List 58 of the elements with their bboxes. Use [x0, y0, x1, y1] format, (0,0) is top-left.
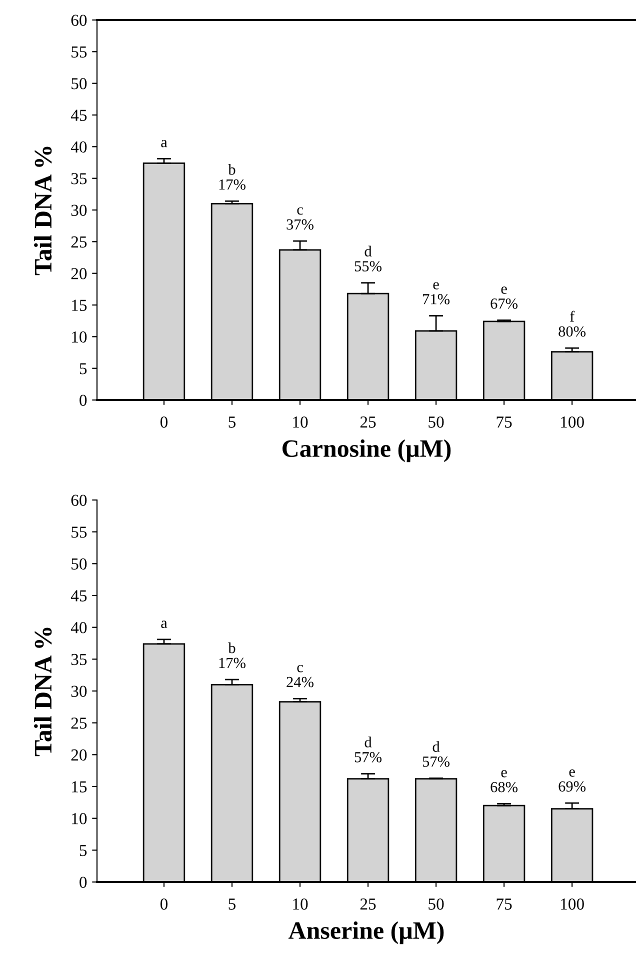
y-tick-label: 5 — [80, 845, 87, 856]
y-tick-label: 60 — [71, 494, 87, 506]
x-tick-label: 0 — [160, 898, 168, 910]
x-tick-label: 25 — [360, 416, 376, 428]
data-label: b 17% — [219, 164, 246, 190]
y-tick-label: 15 — [72, 300, 87, 311]
x-tick-label: 5 — [228, 898, 236, 910]
y-tick-label: 40 — [70, 622, 87, 634]
y-tick-label: 10 — [72, 331, 87, 343]
data-label: c 37% — [286, 207, 314, 230]
x-tick-label: 100 — [561, 416, 584, 428]
x-tick-label: 5 — [228, 416, 236, 428]
y-tick-label: 25 — [71, 718, 87, 729]
data-label: d 57% — [422, 741, 450, 767]
y-tick-label: 0 — [80, 394, 87, 406]
y-tick-label: 20 — [71, 749, 87, 761]
data-label: a — [161, 140, 168, 148]
x-tick-label: 10 — [293, 416, 308, 428]
data-label: a — [161, 620, 168, 628]
x-tick-label: 50 — [428, 898, 444, 910]
x-tick-label: 100 — [561, 898, 584, 910]
y-tick-label: 15 — [72, 781, 87, 792]
y-tick-label: 35 — [71, 654, 87, 666]
x-tick-label: 50 — [428, 416, 444, 428]
y-tick-label: 50 — [72, 558, 87, 570]
data-label: e 69% — [558, 769, 586, 792]
data-label: e 68% — [490, 770, 518, 792]
y-tick-label: 30 — [71, 204, 87, 216]
y-tick-label: 10 — [72, 813, 87, 824]
data-label: d 57% — [354, 736, 382, 762]
x-tick-label: 75 — [496, 416, 512, 428]
y-tick-label: 0 — [80, 876, 87, 888]
y-tick-label: 5 — [80, 363, 87, 374]
data-label: d 55% — [354, 246, 382, 272]
data-label: f 80% — [558, 310, 586, 337]
data-label: c 24% — [286, 664, 314, 688]
y-tick-label: 25 — [71, 236, 87, 248]
y-tick-label: 55 — [72, 46, 87, 58]
x-tick-label: 75 — [496, 898, 512, 910]
y-tick-label: 35 — [71, 173, 87, 184]
y-tick-label: 55 — [72, 526, 87, 538]
y-tick-label: 60 — [71, 14, 87, 26]
x-axis-title: Anserine (μM) — [288, 921, 444, 944]
x-tick-label: 0 — [160, 416, 168, 428]
y-tick-label: 20 — [71, 268, 87, 280]
y-axis-title: Tail DNA % — [34, 146, 52, 276]
y-tick-label: 30 — [71, 686, 87, 697]
y-tick-label: 40 — [70, 141, 87, 153]
x-tick-label: 25 — [360, 898, 376, 910]
y-axis-title: Tail DNA % — [34, 628, 52, 756]
x-tick-label: 10 — [293, 898, 308, 910]
data-label: e 71% — [423, 282, 450, 304]
data-label: e 67% — [490, 286, 518, 309]
x-axis-title: Carnosine (μM) — [282, 439, 451, 462]
y-tick-label: 45 — [70, 110, 87, 121]
y-tick-label: 50 — [72, 78, 87, 90]
data-label: b 17% — [219, 642, 246, 668]
y-tick-label: 45 — [70, 590, 87, 602]
